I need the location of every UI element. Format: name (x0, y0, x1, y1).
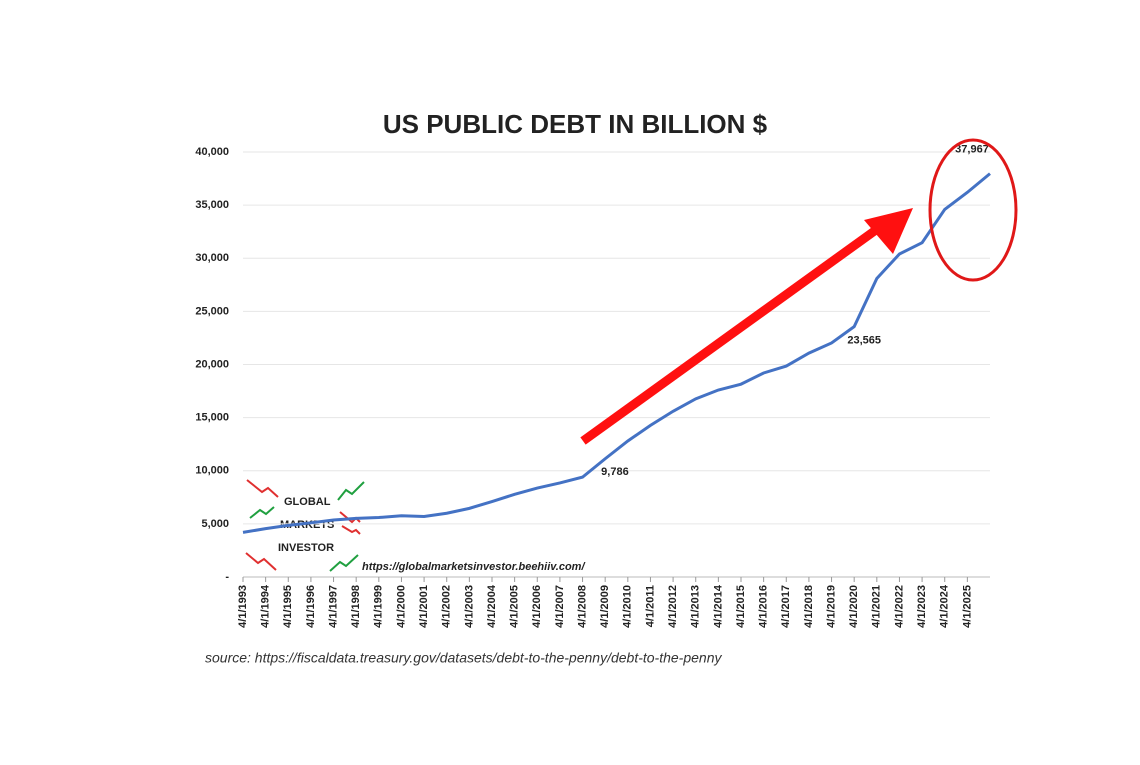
x-tick-label: 4/1/2025 (961, 585, 973, 628)
x-tick-label: 4/1/2001 (418, 585, 430, 628)
y-tick-label: 15,000 (195, 412, 229, 424)
y-tick-label: 10,000 (195, 465, 229, 477)
x-tick-label: 4/1/2014 (712, 584, 724, 628)
x-tick-label: 4/1/2012 (667, 585, 679, 628)
annotation: 9,786 (601, 466, 629, 478)
y-tick-label: 5,000 (201, 518, 229, 530)
x-tick-label: 4/1/2009 (599, 585, 611, 628)
watermark-url: https://globalmarketsinvestor.beehiiv.co… (362, 561, 586, 573)
x-tick-label: 4/1/2021 (871, 585, 883, 628)
x-tick-label: 4/1/1993 (237, 585, 249, 628)
x-tick-label: 4/1/2008 (576, 585, 588, 628)
x-tick-label: 4/1/1999 (373, 585, 385, 628)
highlight-ellipse (928, 138, 1018, 282)
watermark-text: GLOBAL (284, 496, 331, 508)
data-label: 23,565 (847, 335, 881, 347)
x-tick-label: 4/1/1995 (282, 585, 294, 628)
chart-title: US PUBLIC DEBT IN BILLION $ (383, 109, 768, 139)
x-tick-label: 4/1/2023 (916, 585, 928, 628)
source-note: source: https://fiscaldata.treasury.gov/… (205, 650, 722, 666)
y-tick-label: 20,000 (195, 358, 229, 370)
y-tick-label: - (225, 571, 229, 583)
x-tick-label: 4/1/2002 (441, 585, 453, 628)
data-label: 37,967 (955, 144, 989, 156)
x-tick-label: 4/1/1998 (350, 585, 362, 628)
data-line (242, 172, 991, 534)
watermark-text: INVESTOR (278, 542, 334, 554)
x-tick-label: 4/1/2010 (622, 585, 634, 628)
x-tick-label: 4/1/2003 (463, 585, 475, 628)
y-tick-label: 25,000 (195, 305, 229, 317)
x-tick-label: 4/1/1997 (327, 585, 339, 628)
x-tick-label: 4/1/2024 (939, 584, 951, 628)
x-tick-label: 4/1/2011 (644, 585, 656, 627)
x-tick-label: 4/1/2000 (395, 585, 407, 628)
x-tick-label: 4/1/1994 (260, 584, 272, 628)
x-tick-label: 4/1/2006 (531, 585, 543, 628)
x-tick-label: 4/1/1996 (305, 585, 317, 628)
trend-arrow-head (864, 208, 913, 254)
x-tick-label: 4/1/2004 (486, 584, 498, 628)
y-tick-label: 40,000 (195, 146, 229, 158)
x-tick-label: 4/1/2019 (825, 585, 837, 628)
x-tick-label: 4/1/2022 (893, 585, 905, 628)
x-tick-label: 4/1/2020 (848, 585, 860, 628)
y-tick-label: 35,000 (195, 199, 229, 211)
trend-arrow (580, 223, 883, 445)
y-tick-label: 30,000 (195, 252, 229, 264)
x-tick-label: 4/1/2013 (690, 585, 702, 628)
x-tick-label: 4/1/2007 (554, 585, 566, 628)
x-tick-label: 4/1/2018 (803, 585, 815, 628)
x-tick-label: 4/1/2015 (735, 585, 747, 628)
x-tick-label: 4/1/2016 (758, 585, 770, 628)
x-tick-label: 4/1/2017 (780, 585, 792, 628)
x-tick-label: 4/1/2005 (509, 585, 521, 628)
